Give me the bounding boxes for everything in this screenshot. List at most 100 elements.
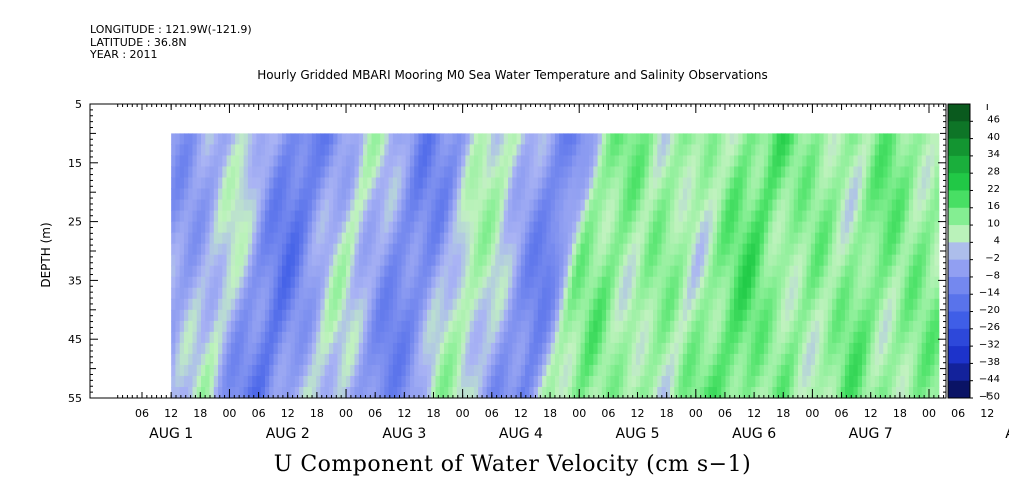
heatmap-cell xyxy=(486,199,492,212)
heatmap-cell xyxy=(691,210,697,223)
heatmap-cell xyxy=(913,177,918,190)
heatmap-cell xyxy=(661,243,667,256)
heatmap-cell xyxy=(444,287,449,300)
heatmap-cell xyxy=(264,353,270,366)
heatmap-cell xyxy=(337,210,343,223)
heatmap-cell xyxy=(380,144,385,157)
heatmap-cell xyxy=(350,298,356,311)
heatmap-cell xyxy=(921,386,927,399)
heatmap-cell xyxy=(601,353,607,366)
heatmap-cell xyxy=(640,298,646,311)
heatmap-cell xyxy=(789,353,795,366)
heatmap-cell xyxy=(226,320,232,333)
heatmap-cell xyxy=(320,364,326,377)
heatmap-cell xyxy=(213,199,219,212)
heatmap-cell xyxy=(751,210,756,223)
heatmap-cell xyxy=(815,265,820,278)
heatmap-cell xyxy=(648,331,654,344)
heatmap-cell xyxy=(891,166,897,179)
heatmap-cell xyxy=(571,243,577,256)
heatmap-cell xyxy=(780,210,786,223)
heatmap-cell xyxy=(371,243,377,256)
heatmap-cell xyxy=(849,221,855,234)
heatmap-cell xyxy=(554,386,560,399)
heatmap-cell xyxy=(188,221,194,234)
heatmap-cell xyxy=(550,210,556,223)
heatmap-cell xyxy=(687,386,692,399)
heatmap-cell xyxy=(635,309,641,322)
heatmap-cell xyxy=(836,254,842,267)
heatmap-cell xyxy=(921,298,927,311)
heatmap-cell xyxy=(213,265,219,278)
heatmap-cell xyxy=(708,221,714,234)
heatmap-cell xyxy=(866,232,872,245)
heatmap-cell xyxy=(452,144,458,157)
heatmap-cell xyxy=(708,375,714,388)
heatmap-cell xyxy=(192,375,198,388)
heatmap-cell xyxy=(725,265,731,278)
heatmap-cell xyxy=(554,144,560,157)
heatmap-cell xyxy=(260,232,266,245)
heatmap-cell xyxy=(870,133,876,146)
heatmap-cell xyxy=(738,298,744,311)
heatmap-cell xyxy=(742,265,748,278)
heatmap-cell xyxy=(653,331,658,344)
heatmap-cell xyxy=(512,276,518,289)
heatmap-cell xyxy=(627,276,633,289)
heatmap-cell xyxy=(665,298,671,311)
heatmap-cell xyxy=(380,320,385,333)
heatmap-cell xyxy=(857,155,863,168)
heatmap-cell xyxy=(201,177,206,190)
heatmap-cell xyxy=(294,320,300,333)
heatmap-cell xyxy=(469,254,475,267)
heatmap-cell xyxy=(738,144,744,157)
heatmap-cell xyxy=(729,287,735,300)
heatmap-cell xyxy=(657,155,663,168)
heatmap-cell xyxy=(789,133,795,146)
heatmap-cell xyxy=(239,166,245,179)
heatmap-cell xyxy=(908,133,914,146)
heatmap-cell xyxy=(380,166,385,179)
heatmap-cell xyxy=(431,155,437,168)
heatmap-cell xyxy=(392,232,398,245)
heatmap-cell xyxy=(699,199,705,212)
heatmap-cell xyxy=(341,177,347,190)
heatmap-cell xyxy=(571,232,577,245)
heatmap-cell xyxy=(567,210,573,223)
longitude-text: LONGITUDE : 121.9W(-121.9) xyxy=(90,23,252,36)
heatmap-cell xyxy=(614,210,620,223)
heatmap-cell xyxy=(495,243,501,256)
heatmap-cell xyxy=(674,210,680,223)
heatmap-cell xyxy=(188,155,194,168)
heatmap-cell xyxy=(797,309,803,322)
heatmap-cell xyxy=(213,166,219,179)
heatmap-cell xyxy=(763,331,769,344)
heatmap-cell xyxy=(606,232,611,245)
heatmap-cell xyxy=(844,320,850,333)
heatmap-cell xyxy=(571,364,577,377)
heatmap-cell xyxy=(478,133,484,146)
heatmap-cell xyxy=(708,386,714,399)
heatmap-cell xyxy=(708,177,714,190)
heatmap-cell xyxy=(201,199,206,212)
heatmap-cell xyxy=(610,364,616,377)
heatmap-cell xyxy=(823,210,829,223)
heatmap-cell xyxy=(448,265,454,278)
heatmap-cell xyxy=(175,254,181,267)
heatmap-cell xyxy=(490,265,496,278)
heatmap-cell xyxy=(533,287,539,300)
x-hour-label: 12 xyxy=(980,407,994,420)
heatmap-cell xyxy=(738,221,744,234)
heatmap-cell xyxy=(226,331,232,344)
heatmap-cell xyxy=(853,177,859,190)
heatmap-cell xyxy=(324,155,330,168)
heatmap-cell xyxy=(819,243,825,256)
heatmap-cell xyxy=(277,342,283,355)
heatmap-cell xyxy=(392,188,398,201)
heatmap-cell xyxy=(299,298,304,311)
heatmap-cell xyxy=(725,287,731,300)
heatmap-cell xyxy=(665,133,671,146)
heatmap-cell xyxy=(469,155,475,168)
heatmap-cell xyxy=(183,331,189,344)
heatmap-cell xyxy=(751,276,756,289)
